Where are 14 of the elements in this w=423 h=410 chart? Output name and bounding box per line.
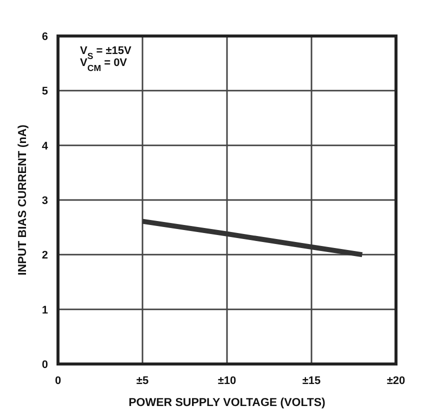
y-tick-label: 2 [42,250,48,262]
y-tick-label: 3 [42,195,48,207]
x-tick-label: 0 [54,375,62,387]
x-tick-label: ±5 [136,375,149,387]
x-tick-label: ±15 [302,375,321,387]
x-tick-label: ±20 [386,375,406,387]
y-tick-label: 6 [42,31,48,43]
y-tick-label: 5 [42,86,48,98]
x-axis-title: POWER SUPPLY VOLTAGE (VOLTS) [128,397,326,409]
y-tick-label: 0 [42,359,48,371]
y-tick-label: 1 [42,304,48,316]
y-axis-title: INPUT BIAS CURRENT (nA) [17,124,29,276]
x-tick-label: ±10 [218,375,236,387]
y-tick-label: 4 [42,140,49,152]
